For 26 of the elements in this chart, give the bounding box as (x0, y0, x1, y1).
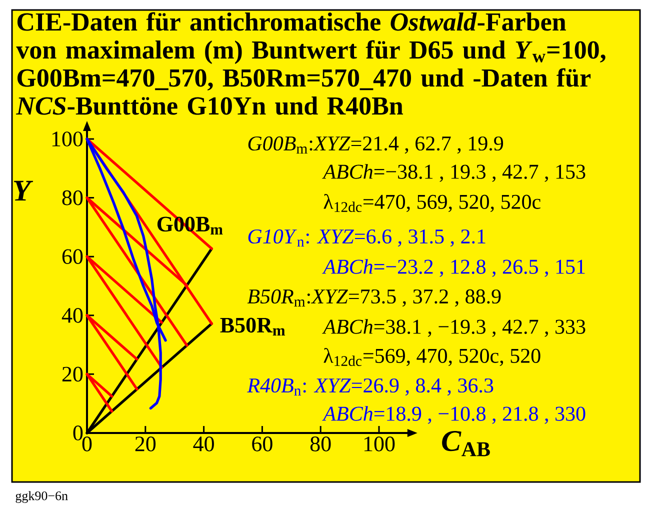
x-tick-label: 80 (310, 436, 331, 452)
y-tick-label: 80 (62, 190, 83, 206)
x-tick-label: 100 (364, 436, 395, 452)
chart-title: CIE-Daten für antichromatische Ostwald-Farben von maximalem (m) Buntwert für D65 und Y$_{w}$=100, G00Bm=470_570, B50Rm=570_470 und -Daten für NCS-Bunttöne G10Yn und R40Bn (16, 12, 606, 115)
annotation: ABCh=−23.2 , 12.8 , 26.5 , 151 (322, 259, 585, 277)
annotation: B50R$_{m}$:XYZ=73.5 , 37.2 , 88.9 (247, 289, 501, 307)
y-tick-label: 0 (73, 426, 83, 440)
annotation: G10Y$_{n}$: XYZ=6.6 , 31.5 , 2.1 (248, 229, 486, 247)
x-tick-label: 40 (193, 436, 214, 452)
x-tick-label: 20 (135, 436, 156, 452)
y-axis-title: Y (14, 180, 34, 201)
y-tick-label: 60 (62, 249, 83, 264)
annotation: λ$_{12dc}$=470, 569, 520, 520c (324, 194, 540, 212)
annotation: ABCh=38.1 , −19.3 , 42.7 , 333 (322, 319, 586, 337)
x-axis-title: C$_{AB}$ (442, 430, 490, 456)
annotation: ABCh=18.9 , −10.8 , 21.8 , 330 (322, 406, 586, 424)
annotation: ABCh=−38.1 , 19.3 , 42.7 , 153 (322, 164, 586, 182)
annotation: λ$_{12dc}$=569, 470, 520c, 520 (324, 348, 540, 366)
y-tick-label: 100 (52, 132, 83, 146)
text: ggk90−6n (16, 491, 68, 503)
annotation: B50R$_{m}$ (220, 318, 286, 336)
y-tick-label: 20 (62, 366, 83, 382)
annotation: R40B$_{n}$: XYZ=26.9 , 8.4 , 36.3 (247, 378, 494, 396)
y-tick-label: 40 (62, 308, 83, 323)
annotation: G00B$_{m}$:XYZ=21.4 , 62.7 , 19.9 (248, 136, 504, 154)
x-tick-label: 60 (252, 436, 272, 452)
